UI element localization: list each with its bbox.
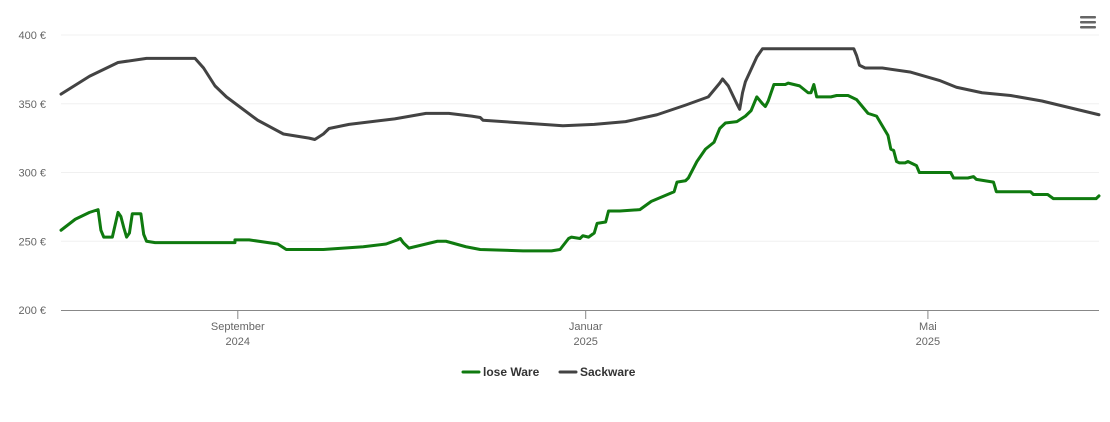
y-tick-label: 400 € — [18, 30, 46, 42]
legend[interactable]: lose Ware Sackware — [461, 365, 636, 379]
x-tick-month-label: Januar — [569, 321, 603, 333]
grid-lines — [61, 34, 1099, 242]
y-tick-label: 200 € — [18, 305, 46, 317]
series-group — [59, 47, 1101, 253]
legend-item-sackware[interactable]: Sackware — [558, 365, 636, 379]
hamburger-menu-icon[interactable] — [1076, 12, 1100, 32]
series-line-lose-ware[interactable] — [59, 81, 1101, 253]
x-tick-year-label: 2025 — [916, 336, 940, 348]
x-tick-month-label: September — [211, 321, 265, 333]
series-line-sackware[interactable] — [59, 47, 1101, 141]
y-tick-label: 300 € — [18, 168, 46, 180]
y-tick-label: 350 € — [18, 99, 46, 111]
x-tick-year-label: 2025 — [573, 336, 597, 348]
legend-label: Sackware — [580, 365, 636, 379]
legend-label: lose Ware — [483, 365, 540, 379]
x-axis: September 2024 Januar 2025 Mai 2025 — [211, 310, 940, 348]
x-tick-year-label: 2024 — [226, 336, 250, 348]
legend-item-lose-ware[interactable]: lose Ware — [461, 365, 540, 379]
x-tick-month-label: Mai — [919, 321, 937, 333]
y-tick-label: 250 € — [18, 236, 46, 248]
y-axis: 200 € 250 € 300 € 350 € 400 € — [18, 30, 46, 317]
